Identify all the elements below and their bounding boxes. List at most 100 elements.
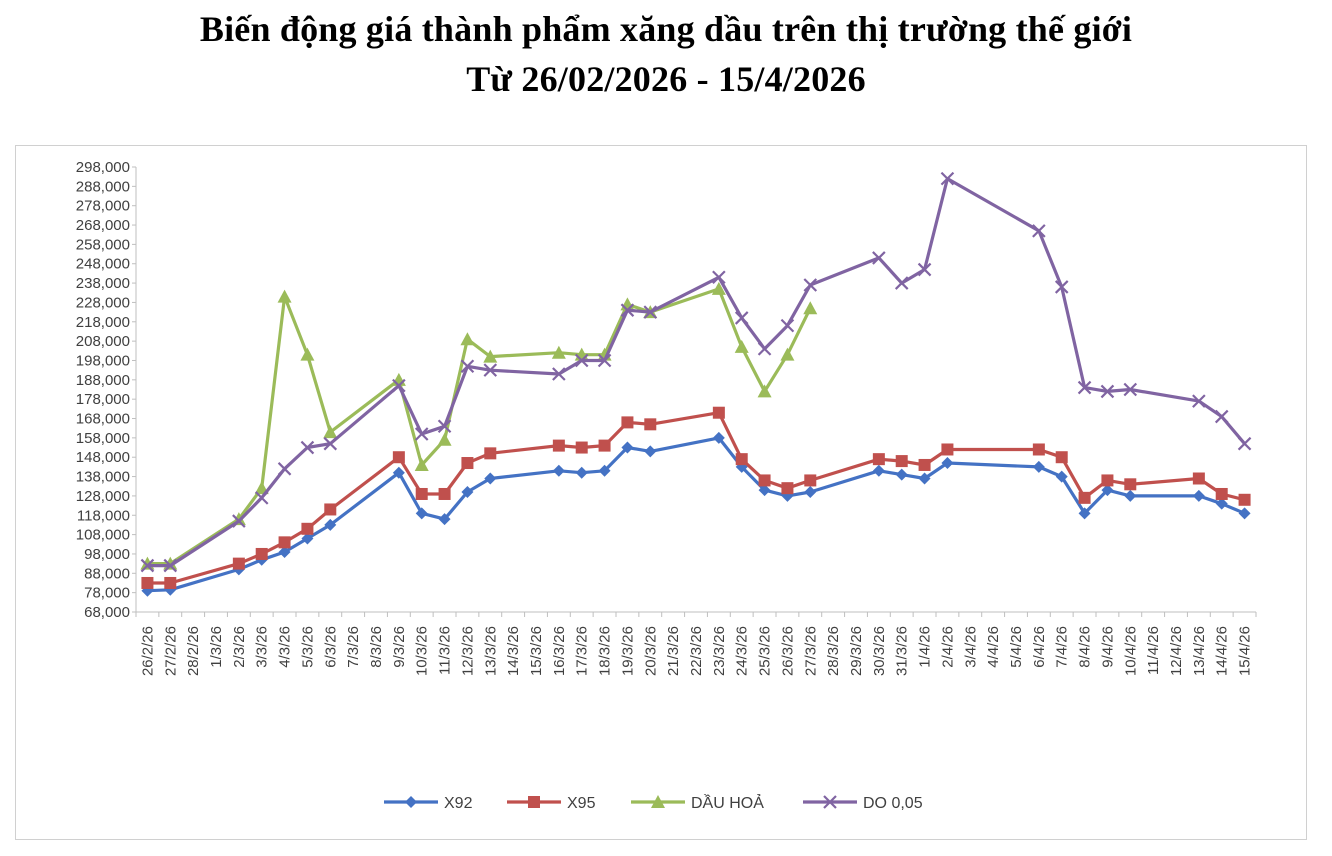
point-x95 <box>872 453 885 466</box>
point-do-005 <box>780 318 795 333</box>
point-x92 <box>598 464 611 477</box>
point-x92 <box>941 457 954 470</box>
x-tick-label: 15/3/26 <box>528 626 545 676</box>
x-tick-label: 22/3/26 <box>688 626 705 676</box>
point-do-005 <box>1192 394 1206 408</box>
x-tick-label: 15/4/26 <box>1237 626 1254 676</box>
y-tick-label: 208,000 <box>76 333 130 350</box>
x-tick-label: 11/4/26 <box>1145 626 1162 675</box>
y-tick-label: 278,000 <box>76 198 130 215</box>
y-tick-label: 68,000 <box>84 604 130 621</box>
point-x92 <box>895 468 908 481</box>
y-tick-label: 138,000 <box>76 469 130 486</box>
legend-label-dau-hoa: DẦU HOẢ <box>691 793 764 812</box>
point-x92 <box>575 466 588 479</box>
x-tick-label: 6/4/26 <box>1031 626 1048 668</box>
point-do-005 <box>437 419 452 434</box>
point-x92 <box>484 472 497 485</box>
point-do-005 <box>757 342 772 356</box>
point-x95 <box>758 474 771 487</box>
y-tick-label: 258,000 <box>76 236 130 253</box>
point-dau-hoa <box>300 347 315 361</box>
point-dau-hoa <box>757 384 772 398</box>
point-x95 <box>1032 443 1045 456</box>
x-tick-label: 14/3/26 <box>505 626 522 676</box>
point-x95 <box>804 474 817 487</box>
y-tick-label: 108,000 <box>76 527 130 544</box>
chart-subtitle: Từ 26/02/2026 - 15/4/2026 <box>466 59 866 99</box>
point-x92 <box>301 532 314 545</box>
x-tick-label: 2/4/26 <box>939 626 956 668</box>
point-x92 <box>552 464 565 477</box>
y-tick-label: 268,000 <box>76 217 130 234</box>
point-dau-hoa <box>414 457 429 471</box>
x-tick-label: 30/3/26 <box>871 626 888 676</box>
point-x92 <box>438 513 451 526</box>
point-dau-hoa <box>277 289 292 303</box>
x-tick-label: 27/3/26 <box>802 626 819 676</box>
point-do-005 <box>574 353 589 368</box>
point-do-005 <box>163 558 178 573</box>
series-line-x92 <box>147 436 1246 593</box>
point-do-005 <box>1032 224 1046 238</box>
point-x95 <box>781 482 794 495</box>
x-tick-label: 28/2/26 <box>185 626 202 676</box>
point-x95 <box>1055 451 1068 464</box>
x-tick-label: 3/3/26 <box>254 626 271 668</box>
point-dau-hoa <box>437 432 452 446</box>
point-x92 <box>621 441 634 454</box>
point-dau-hoa <box>551 345 566 359</box>
y-tick-label: 98,000 <box>84 546 130 563</box>
point-x92 <box>1101 484 1114 497</box>
y-tick-label: 168,000 <box>76 411 130 428</box>
point-x92 <box>1124 489 1137 502</box>
point-x92 <box>278 546 291 559</box>
y-tick-label: 198,000 <box>76 352 130 369</box>
point-x95 <box>1124 478 1137 491</box>
x-tick-label: 7/4/26 <box>1054 626 1071 668</box>
point-dau-hoa <box>780 347 795 361</box>
point-do-005 <box>1123 382 1138 397</box>
x-tick-label: 26/2/26 <box>139 626 156 676</box>
point-x92 <box>1055 470 1068 483</box>
point-do-005 <box>917 262 932 277</box>
point-x95 <box>1215 487 1228 500</box>
legend-marker-do-005 <box>823 795 837 809</box>
y-tick-label: 218,000 <box>76 314 130 331</box>
y-tick-label: 128,000 <box>76 488 130 505</box>
point-do-005 <box>1100 384 1115 399</box>
point-do-005 <box>620 303 635 317</box>
point-dau-hoa <box>323 425 338 439</box>
chart-title: Biến động giá thành phẩm xăng dầu trên t… <box>199 9 1133 49</box>
x-tick-label: 14/4/26 <box>1214 626 1231 676</box>
x-tick-label: 5/4/26 <box>1008 626 1025 668</box>
x-tick-label: 31/3/26 <box>894 626 911 676</box>
point-x95 <box>712 406 725 419</box>
y-tick-label: 248,000 <box>76 256 130 273</box>
point-x95 <box>141 576 154 589</box>
x-tick-label: 1/4/26 <box>917 626 934 668</box>
point-do-005 <box>1237 436 1252 451</box>
point-x92 <box>1215 497 1228 510</box>
x-tick-label: 24/3/26 <box>734 626 751 676</box>
point-x95 <box>941 443 954 456</box>
x-tick-label: 21/3/26 <box>665 626 682 676</box>
point-x95 <box>301 522 314 535</box>
y-tick-label: 78,000 <box>84 585 130 602</box>
point-x95 <box>255 547 268 560</box>
x-tick-label: 11/3/26 <box>437 626 454 675</box>
point-x95 <box>552 439 565 452</box>
point-do-005 <box>414 427 429 441</box>
y-tick-label: 88,000 <box>84 565 130 582</box>
x-tick-label: 25/3/26 <box>757 626 774 676</box>
point-x92 <box>392 466 405 479</box>
x-tick-label: 17/3/26 <box>574 626 591 676</box>
point-x92 <box>1078 507 1091 520</box>
point-x92 <box>1192 489 1205 502</box>
x-tick-label: 9/4/26 <box>1099 626 1116 668</box>
point-x95 <box>461 457 474 470</box>
point-do-005 <box>460 359 475 374</box>
point-x95 <box>735 453 748 466</box>
series-line-dau-hoa <box>147 287 812 566</box>
